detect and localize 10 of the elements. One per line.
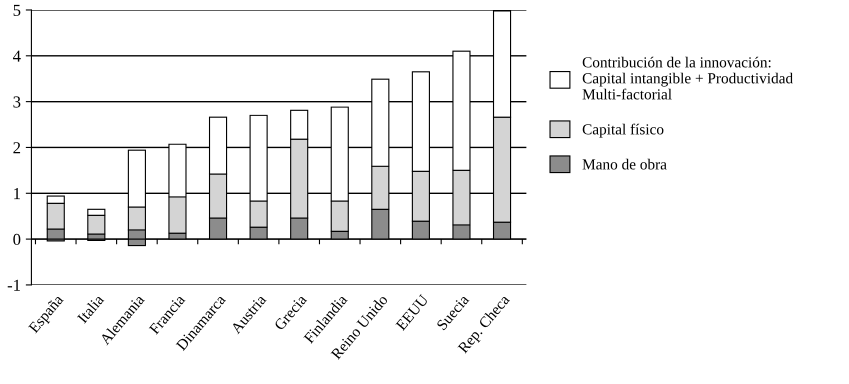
legend-label: Capital físico <box>582 124 664 138</box>
y-tick-label: 5 <box>14 4 20 16</box>
y-tick-label: -1 <box>8 280 20 291</box>
legend-label: Mano de obra <box>582 158 667 170</box>
legend-label: Contribución de la innovación: Capital intangible + Productividad Multi-factorial <box>582 56 793 100</box>
y-tick-label: 1 <box>14 188 20 200</box>
y-tick-label: 2 <box>13 142 20 154</box>
y-tick-label: 0 <box>13 234 20 246</box>
y-tick-label: 3 <box>13 96 20 108</box>
y-tick-label: 4 <box>12 50 21 62</box>
